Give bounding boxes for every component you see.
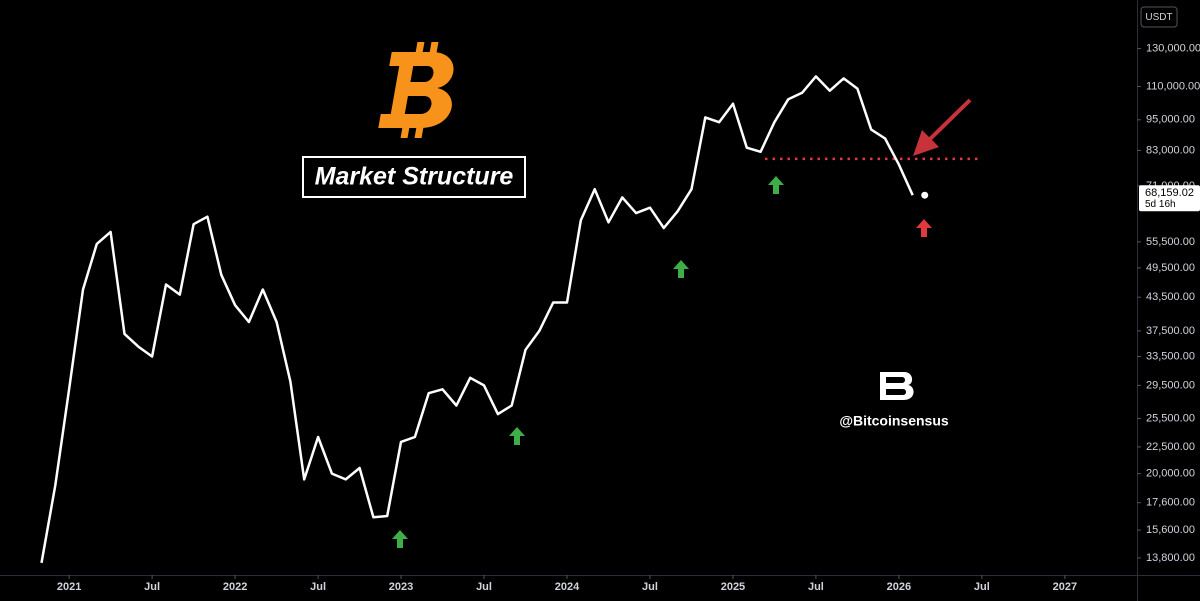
price-line: [40, 75, 914, 564]
red-arrow: [916, 219, 932, 237]
y-tick-label: 33,500.00: [1146, 350, 1195, 362]
chart-title: Market Structure: [315, 163, 514, 191]
y-tick-label: 20,000.00: [1146, 468, 1195, 480]
y-tick-label: 37,500.00: [1146, 325, 1195, 337]
red-pointer-head: [913, 130, 939, 156]
y-tick-label: 13,800.00: [1146, 552, 1195, 564]
y-tick-label: 43,500.00: [1146, 291, 1195, 303]
y-tick-label: 17,600.00: [1146, 497, 1195, 509]
y-tick-label: 95,000.00: [1146, 114, 1195, 126]
bitcoin-logo: [378, 42, 454, 138]
currency-badge: [1140, 6, 1178, 28]
countdown-label: 5d 16h: [1145, 199, 1176, 210]
y-tick-label: 22,500.00: [1146, 441, 1195, 453]
x-tick-label: Jul: [476, 581, 492, 593]
last-point: [921, 191, 929, 199]
x-tick-label: Jul: [144, 581, 160, 593]
y-tick-label: 55,500.00: [1146, 236, 1195, 248]
arrows: [392, 98, 972, 548]
y-tick-label: 15,600.00: [1146, 524, 1195, 536]
x-tick-label: Jul: [642, 581, 658, 593]
x-tick-label: Jul: [974, 581, 990, 593]
x-tick-label: Jul: [808, 581, 824, 593]
red-pointer-shaft: [926, 98, 972, 143]
y-tick-label: 25,500.00: [1146, 412, 1195, 424]
x-tick-label: 2021: [57, 581, 81, 593]
y-tick-label: 130,000.00: [1146, 42, 1200, 54]
x-tick-label: 2025: [721, 581, 745, 593]
y-tick-label: 49,500.00: [1146, 262, 1195, 274]
last-price-box: [1139, 185, 1200, 212]
watermark: @Bitcoinsensus: [839, 413, 949, 429]
green-arrow: [673, 260, 689, 278]
green-arrow: [509, 427, 525, 445]
title-box: [302, 156, 526, 198]
last-price-label: 68,159.02: [1145, 187, 1194, 199]
x-tick-label: 2022: [223, 581, 247, 593]
y-tick-label: 29,500.00: [1146, 379, 1195, 391]
x-tick-label: 2027: [1053, 581, 1077, 593]
x-tick-label: Jul: [310, 581, 326, 593]
green-arrow: [768, 176, 784, 194]
x-tick-label: 2023: [389, 581, 413, 593]
brand-logo: [880, 372, 914, 400]
currency-label: USDT: [1145, 12, 1172, 23]
y-tick-label: 110,000.00: [1146, 80, 1200, 92]
y-tick-label: 83,000.00: [1146, 144, 1195, 156]
green-arrow: [392, 530, 408, 548]
x-tick-label: 2024: [555, 581, 580, 593]
x-tick-label: 2026: [887, 581, 911, 593]
